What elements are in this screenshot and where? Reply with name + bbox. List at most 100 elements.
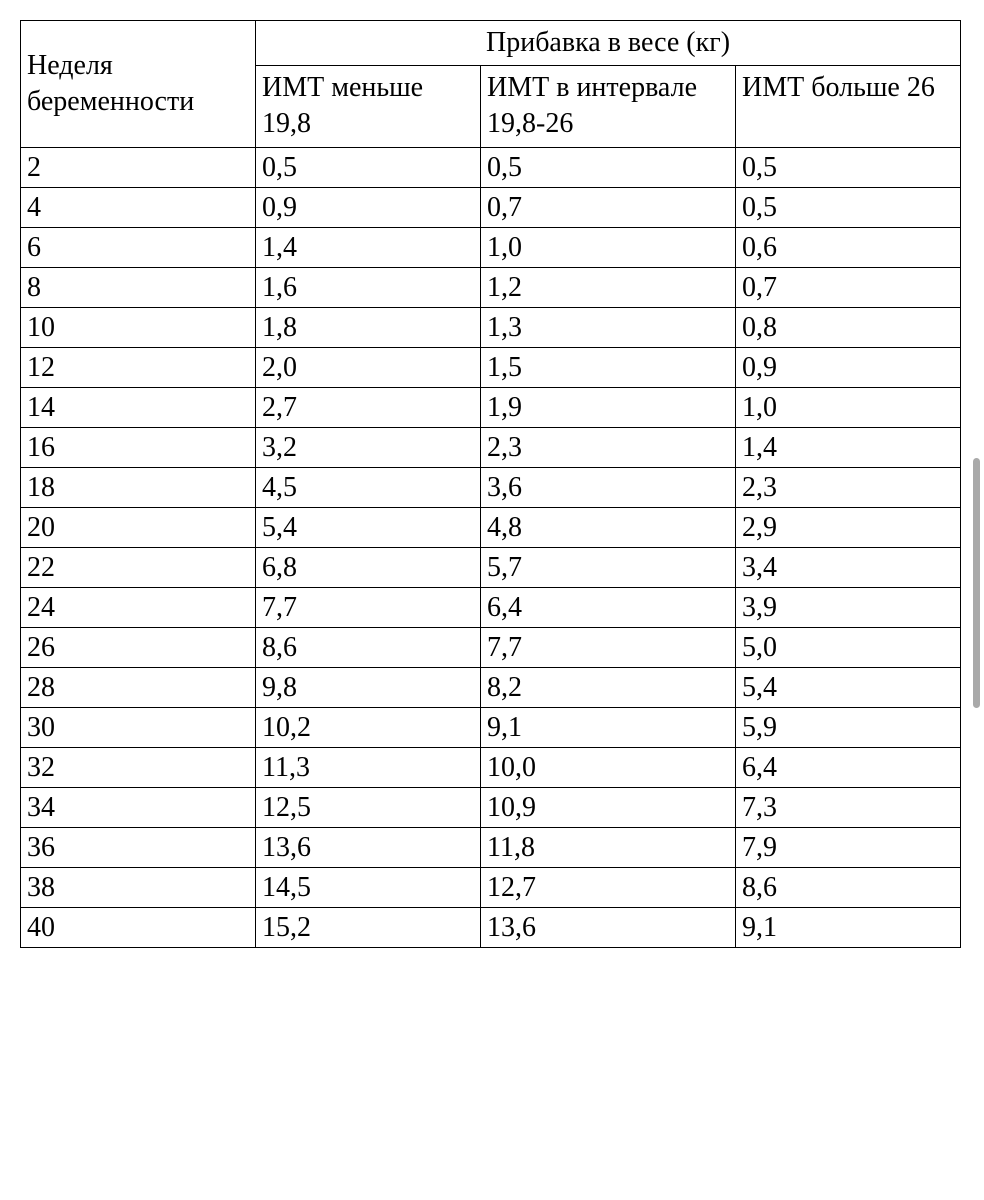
table-row: 20,50,50,5 — [21, 147, 961, 187]
table-cell: 10,2 — [256, 707, 481, 747]
table-row: 122,01,50,9 — [21, 347, 961, 387]
table-cell: 9,8 — [256, 667, 481, 707]
table-row: 3211,310,06,4 — [21, 747, 961, 787]
table-cell: 0,7 — [481, 187, 736, 227]
table-cell: 4 — [21, 187, 256, 227]
table-row: 3412,510,97,3 — [21, 787, 961, 827]
table-cell: 34 — [21, 787, 256, 827]
table-cell: 3,2 — [256, 427, 481, 467]
table-cell: 2,7 — [256, 387, 481, 427]
table-cell: 10,0 — [481, 747, 736, 787]
table-row: 81,61,20,7 — [21, 267, 961, 307]
table-row: 163,22,31,4 — [21, 427, 961, 467]
table-cell: 1,0 — [736, 387, 961, 427]
table-cell: 1,0 — [481, 227, 736, 267]
table-row: 4015,213,69,1 — [21, 907, 961, 947]
header-week: Неделя беременности — [21, 21, 256, 148]
table-cell: 12,7 — [481, 867, 736, 907]
table-cell: 8 — [21, 267, 256, 307]
table-row: 61,41,00,6 — [21, 227, 961, 267]
table-cell: 2 — [21, 147, 256, 187]
table-cell: 1,8 — [256, 307, 481, 347]
table-cell: 0,8 — [736, 307, 961, 347]
table-row: 3613,611,87,9 — [21, 827, 961, 867]
table-row: 3814,512,78,6 — [21, 867, 961, 907]
table-cell: 1,4 — [736, 427, 961, 467]
table-cell: 11,3 — [256, 747, 481, 787]
table-cell: 5,0 — [736, 627, 961, 667]
table-cell: 10,9 — [481, 787, 736, 827]
header-bmi-high: ИМТ больше 26 — [736, 66, 961, 148]
table-row: 101,81,30,8 — [21, 307, 961, 347]
table-cell: 0,5 — [481, 147, 736, 187]
table-cell: 0,9 — [736, 347, 961, 387]
table-cell: 2,3 — [481, 427, 736, 467]
table-body: 20,50,50,540,90,70,561,41,00,681,61,20,7… — [21, 147, 961, 947]
table-cell: 7,3 — [736, 787, 961, 827]
table-cell: 1,9 — [481, 387, 736, 427]
header-group-weight-gain: Прибавка в весе (кг) — [256, 21, 961, 66]
table-row: 40,90,70,5 — [21, 187, 961, 227]
table-cell: 1,3 — [481, 307, 736, 347]
table-row: 184,53,62,3 — [21, 467, 961, 507]
table-cell: 38 — [21, 867, 256, 907]
table-cell: 11,8 — [481, 827, 736, 867]
table-cell: 5,4 — [736, 667, 961, 707]
table-row: 247,76,43,9 — [21, 587, 961, 627]
table-cell: 8,2 — [481, 667, 736, 707]
table-cell: 5,9 — [736, 707, 961, 747]
table-cell: 0,5 — [736, 147, 961, 187]
table-cell: 16 — [21, 427, 256, 467]
table-cell: 1,4 — [256, 227, 481, 267]
table-row: 289,88,25,4 — [21, 667, 961, 707]
table-cell: 0,5 — [736, 187, 961, 227]
table-cell: 30 — [21, 707, 256, 747]
table-cell: 14,5 — [256, 867, 481, 907]
table-cell: 12 — [21, 347, 256, 387]
table-cell: 7,7 — [481, 627, 736, 667]
table-cell: 32 — [21, 747, 256, 787]
table-cell: 15,2 — [256, 907, 481, 947]
table-cell: 13,6 — [256, 827, 481, 867]
table-cell: 7,7 — [256, 587, 481, 627]
header-bmi-low: ИМТ меньше 19,8 — [256, 66, 481, 148]
table-cell: 0,9 — [256, 187, 481, 227]
table-cell: 8,6 — [256, 627, 481, 667]
table-cell: 13,6 — [481, 907, 736, 947]
table-cell: 0,6 — [736, 227, 961, 267]
table-cell: 8,6 — [736, 867, 961, 907]
table-cell: 20 — [21, 507, 256, 547]
table-cell: 3,4 — [736, 547, 961, 587]
table-cell: 4,8 — [481, 507, 736, 547]
table-cell: 7,9 — [736, 827, 961, 867]
table-cell: 2,3 — [736, 467, 961, 507]
table-cell: 3,6 — [481, 467, 736, 507]
table-row: 142,71,91,0 — [21, 387, 961, 427]
table-header: Неделя беременности Прибавка в весе (кг)… — [21, 21, 961, 148]
table-cell: 6,4 — [736, 747, 961, 787]
table-cell: 26 — [21, 627, 256, 667]
table-cell: 18 — [21, 467, 256, 507]
table-cell: 6,8 — [256, 547, 481, 587]
table-cell: 5,4 — [256, 507, 481, 547]
table-cell: 22 — [21, 547, 256, 587]
table-cell: 9,1 — [736, 907, 961, 947]
scrollbar-thumb[interactable] — [973, 458, 980, 708]
table-cell: 36 — [21, 827, 256, 867]
table-cell: 3,9 — [736, 587, 961, 627]
table-cell: 1,2 — [481, 267, 736, 307]
table-cell: 28 — [21, 667, 256, 707]
table-cell: 2,9 — [736, 507, 961, 547]
table-row: 268,67,75,0 — [21, 627, 961, 667]
table-cell: 6,4 — [481, 587, 736, 627]
table-cell: 5,7 — [481, 547, 736, 587]
table-cell: 6 — [21, 227, 256, 267]
table-cell: 1,6 — [256, 267, 481, 307]
table-cell: 0,7 — [736, 267, 961, 307]
table-cell: 10 — [21, 307, 256, 347]
pregnancy-weight-table: Неделя беременности Прибавка в весе (кг)… — [20, 20, 961, 948]
header-bmi-mid: ИМТ в интервале 19,8-26 — [481, 66, 736, 148]
table-cell: 0,5 — [256, 147, 481, 187]
table-cell: 24 — [21, 587, 256, 627]
table-cell: 2,0 — [256, 347, 481, 387]
